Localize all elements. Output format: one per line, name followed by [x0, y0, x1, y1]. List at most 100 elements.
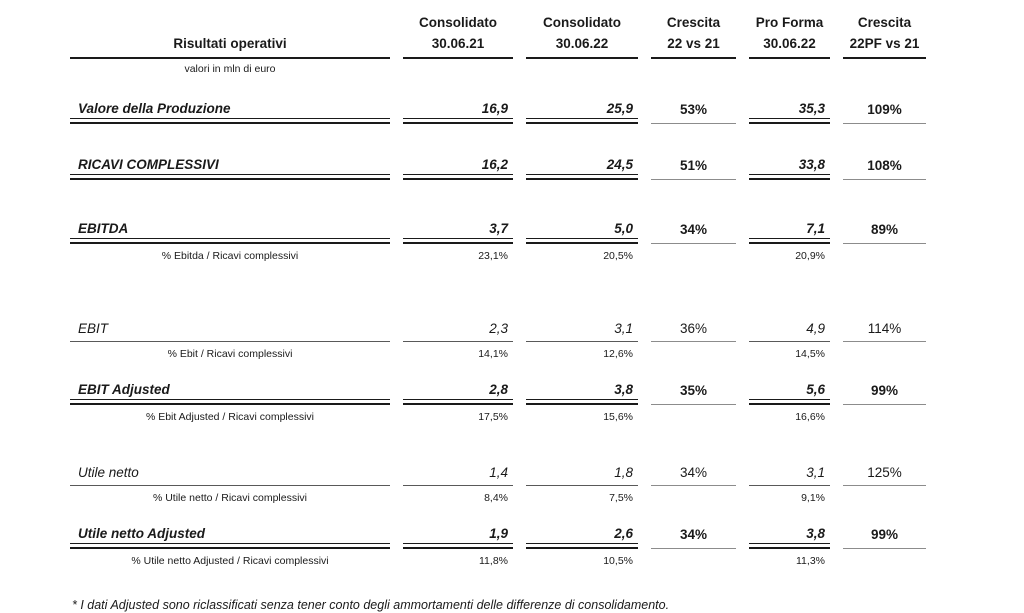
subtitle-row: valori in mln di euro — [70, 59, 996, 76]
column-header-line1: Crescita — [857, 15, 912, 30]
column-header-line2: 30.06.21 — [431, 36, 485, 51]
column-header-line2: 30.06.22 — [555, 36, 609, 51]
pct-growth-22pf-vs-21 — [843, 258, 926, 263]
growth-22-vs-21: 51% — [651, 158, 736, 180]
row-label: Utile netto Adjusted — [70, 526, 390, 549]
pct-amount-proforma-22: 16,6% — [795, 411, 825, 423]
row-utile-netto-adjusted-pct: % Utile netto Adjusted / Ricavi compless… — [70, 549, 996, 568]
amount-consolidato-21: 16,2 — [403, 157, 513, 180]
amount-proforma-22: 5,6 — [749, 382, 830, 405]
pct-growth-22pf-vs-21 — [843, 500, 926, 505]
pct-amount-consolidato-21: 8,4% — [484, 492, 508, 504]
pct-growth-22pf-vs-21 — [843, 563, 926, 568]
growth-22-vs-21: 53% — [651, 102, 736, 124]
pct-growth-22-vs-21 — [651, 419, 736, 424]
column-header-crescita-22pf-vs-21: Crescita 22PF vs 21 — [843, 12, 926, 59]
pct-amount-consolidato-22: 12,6% — [603, 348, 633, 360]
financial-results-table: Risultati operativi Consolidato 30.06.21 C… — [70, 12, 996, 612]
row-utile-netto-pct: % Utile netto / Ricavi complessivi 8,4% 7,… — [70, 486, 996, 505]
row-label: Utile netto — [70, 465, 390, 486]
row-ebit-pct: % Ebit / Ricavi complessivi 14,1% 12,6% 14,… — [70, 342, 996, 361]
row-label: Valore della Produzione — [70, 101, 390, 124]
amount-proforma-22: 7,1 — [749, 221, 830, 244]
pct-growth-22pf-vs-21 — [843, 419, 926, 424]
column-header-line2: 30.06.22 — [763, 36, 816, 51]
pct-amount-proforma-22: 9,1% — [801, 492, 825, 504]
growth-22pf-vs-21: 99% — [843, 383, 926, 405]
row-ebit: EBIT 2,3 3,1 36% 4,9 114% — [70, 321, 996, 342]
amount-consolidato-22: 3,8 — [526, 382, 638, 405]
table-header: Risultati operativi Consolidato 30.06.21 C… — [70, 12, 996, 59]
amount-consolidato-22: 3,1 — [526, 321, 638, 342]
growth-22pf-vs-21: 114% — [843, 321, 926, 342]
amount-proforma-22: 3,1 — [749, 465, 830, 486]
growth-22-vs-21: 34% — [651, 527, 736, 549]
column-header-line1: Pro Forma — [755, 15, 824, 30]
column-header-pro-forma-30-06-22: Pro Forma 30.06.22 — [749, 12, 830, 59]
pct-amount-consolidato-21: 11,8% — [479, 555, 508, 567]
growth-22-vs-21: 35% — [651, 383, 736, 405]
amount-proforma-22: 4,9 — [749, 321, 830, 342]
amount-proforma-22: 3,8 — [749, 526, 830, 549]
pct-amount-consolidato-21: 14,1% — [478, 348, 508, 360]
amount-consolidato-21: 2,8 — [403, 382, 513, 405]
row-ebitda-pct: % Ebitda / Ricavi complessivi 23,1% 20,5% 2… — [70, 244, 996, 263]
column-header-line1: Consolidato — [543, 15, 621, 30]
growth-22-vs-21: 34% — [651, 222, 736, 244]
amount-consolidato-22: 5,0 — [526, 221, 638, 244]
growth-22pf-vs-21: 99% — [843, 527, 926, 549]
table-body: Valore della Produzione 16,9 25,9 53% 35,3 10… — [70, 101, 996, 568]
row-ebitda: EBITDA 3,7 5,0 34% 7,1 89% — [70, 221, 996, 244]
pct-amount-consolidato-21: 23,1% — [478, 250, 508, 262]
column-header-consolidato-30-06-21: Consolidato 30.06.21 — [403, 12, 513, 59]
growth-22pf-vs-21: 89% — [843, 222, 926, 244]
growth-22-vs-21: 34% — [651, 465, 736, 486]
pct-amount-consolidato-22: 7,5% — [609, 492, 633, 504]
row-label: EBIT Adjusted — [70, 382, 390, 405]
amount-consolidato-22: 25,9 — [526, 101, 638, 124]
growth-22-vs-21: 36% — [651, 321, 736, 342]
pct-row-label: % Utile netto / Ricavi complessivi — [152, 492, 308, 504]
pct-amount-consolidato-22: 20,5% — [603, 250, 633, 262]
amount-consolidato-21: 3,7 — [403, 221, 513, 244]
pct-row-label: % Ebitda / Ricavi complessivi — [161, 250, 299, 262]
amount-consolidato-21: 16,9 — [403, 101, 513, 124]
pct-growth-22pf-vs-21 — [843, 356, 926, 361]
pct-amount-consolidato-22: 10,5% — [603, 555, 633, 567]
pct-row-label: % Ebit / Ricavi complessivi — [167, 348, 293, 360]
row-ebit-adjusted-pct: % Ebit Adjusted / Ricavi complessivi 17,5… — [70, 405, 996, 424]
table-title: Risultati operativi — [173, 36, 287, 51]
amount-consolidato-22: 2,6 — [526, 526, 638, 549]
footnote: * I dati Adjusted sono riclassificati se… — [72, 598, 670, 612]
growth-22pf-vs-21: 109% — [843, 102, 926, 124]
label-column-header: Risultati operativi — [70, 12, 390, 59]
pct-growth-22-vs-21 — [651, 563, 736, 568]
amount-proforma-22: 33,8 — [749, 157, 830, 180]
amount-consolidato-22: 24,5 — [526, 157, 638, 180]
pct-amount-consolidato-21: 17,5% — [478, 411, 508, 423]
row-ricavi-complessivi: RICAVI COMPLESSIVI 16,2 24,5 51% 33,8 108% — [70, 157, 996, 180]
row-label: RICAVI COMPLESSIVI — [70, 157, 390, 180]
row-utile-netto-adjusted: Utile netto Adjusted 1,9 2,6 34% 3,8 99% — [70, 526, 996, 549]
growth-22pf-vs-21: 108% — [843, 158, 926, 180]
amount-consolidato-21: 2,3 — [403, 321, 513, 342]
amount-consolidato-21: 1,4 — [403, 465, 513, 486]
column-header-line2: 22 vs 21 — [667, 36, 720, 51]
column-header-line1: Crescita — [666, 15, 721, 30]
growth-22pf-vs-21: 125% — [843, 465, 926, 486]
row-label: EBIT — [70, 321, 390, 342]
pct-amount-consolidato-22: 15,6% — [603, 411, 633, 423]
pct-growth-22-vs-21 — [651, 356, 736, 361]
amount-consolidato-22: 1,8 — [526, 465, 638, 486]
pct-growth-22-vs-21 — [651, 500, 736, 505]
pct-amount-proforma-22: 11,3% — [796, 555, 825, 567]
units-note: valori in mln di euro — [184, 63, 276, 75]
column-header-consolidato-30-06-22: Consolidato 30.06.22 — [526, 12, 638, 59]
column-header-crescita-22-vs-21: Crescita 22 vs 21 — [651, 12, 736, 59]
pct-growth-22-vs-21 — [651, 258, 736, 263]
pct-row-label: % Utile netto Adjusted / Ricavi compless… — [131, 555, 329, 567]
amount-consolidato-21: 1,9 — [403, 526, 513, 549]
row-label: EBITDA — [70, 221, 390, 244]
pct-amount-proforma-22: 20,9% — [795, 250, 825, 262]
amount-proforma-22: 35,3 — [749, 101, 830, 124]
